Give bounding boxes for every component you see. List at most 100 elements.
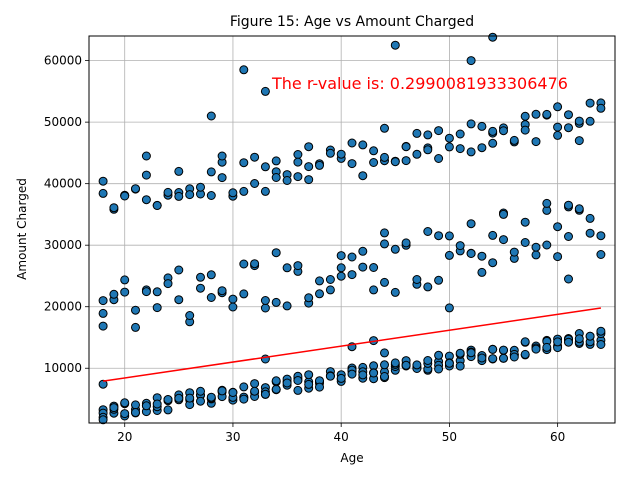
data-point [206, 293, 216, 302]
data-point [455, 129, 465, 139]
data-point [380, 348, 389, 358]
data-point [260, 86, 270, 96]
data-point [336, 373, 346, 383]
data-point [455, 348, 465, 358]
data-point [325, 371, 335, 381]
data-point [434, 126, 444, 136]
data-point [120, 275, 130, 285]
data-point [444, 133, 454, 143]
data-point [206, 392, 216, 402]
data-point [477, 267, 487, 277]
data-point [585, 98, 595, 108]
y-tick-label: 50000 [44, 115, 82, 129]
data-point [206, 191, 216, 200]
data-point [109, 289, 119, 299]
data-point [390, 358, 400, 368]
data-point [390, 40, 400, 50]
data-point [434, 275, 444, 285]
data-point [217, 386, 227, 396]
x-axis-ticks: 20 30 40 50 60 [117, 423, 565, 444]
data-point [141, 195, 151, 205]
data-point [98, 415, 108, 425]
data-point [141, 401, 151, 411]
data-point [466, 147, 476, 157]
data-point [293, 157, 303, 167]
data-point [141, 151, 151, 161]
data-point [423, 145, 433, 155]
data-point [196, 272, 205, 282]
data-point [412, 149, 422, 159]
data-point [380, 277, 389, 287]
data-point [585, 331, 595, 341]
data-point [564, 200, 573, 210]
data-point [152, 201, 162, 210]
data-point [174, 295, 184, 305]
data-point [520, 111, 530, 121]
data-point [260, 186, 270, 196]
data-point [347, 252, 357, 262]
data-point [455, 361, 465, 371]
data-point [315, 160, 324, 170]
data-point [499, 209, 508, 219]
data-point [120, 398, 130, 408]
data-point [260, 303, 270, 313]
data-point [466, 348, 476, 358]
data-point [455, 241, 465, 251]
data-point [358, 140, 368, 150]
data-point [98, 176, 108, 186]
data-point [163, 405, 173, 415]
data-point [260, 296, 270, 305]
data-point [369, 285, 379, 295]
data-point [109, 403, 119, 413]
data-point [260, 389, 270, 399]
data-point [282, 176, 292, 185]
x-tick-label: 40 [334, 430, 349, 444]
data-point [239, 394, 249, 404]
data-point [315, 289, 324, 299]
data-point [271, 173, 281, 182]
data-point [553, 102, 563, 112]
data-point [293, 261, 303, 271]
y-tick-label: 30000 [44, 238, 82, 252]
data-point [304, 293, 314, 303]
data-point [185, 311, 195, 320]
y-tick-label: 60000 [44, 54, 82, 68]
data-point [542, 342, 552, 352]
data-points [98, 32, 606, 425]
data-point [531, 137, 541, 147]
data-point [553, 122, 563, 132]
data-point [596, 326, 606, 336]
x-axis-label: Age [340, 451, 363, 465]
data-point [260, 162, 270, 172]
data-point [293, 172, 303, 182]
data-point [217, 173, 227, 183]
data-point [531, 250, 541, 260]
x-tick-label: 20 [117, 430, 132, 444]
data-point [293, 150, 303, 159]
data-point [250, 259, 260, 269]
data-point [282, 263, 292, 273]
data-point [163, 395, 173, 404]
data-point [542, 240, 552, 250]
data-point [163, 279, 173, 289]
data-point [434, 231, 444, 241]
data-point [434, 364, 444, 374]
data-point [466, 119, 476, 129]
data-point [380, 372, 389, 381]
data-point [574, 334, 584, 344]
data-point [206, 270, 216, 280]
data-point [401, 156, 411, 166]
data-point [206, 167, 216, 177]
data-point [304, 379, 314, 389]
data-point [488, 138, 498, 148]
data-point [239, 259, 249, 269]
data-point [520, 217, 530, 227]
data-point [466, 219, 476, 229]
x-tick-label: 60 [550, 430, 565, 444]
data-point [401, 142, 411, 152]
data-point [120, 287, 130, 297]
data-point [239, 158, 249, 168]
y-axis-ticks: 10000 20000 30000 40000 50000 60000 [44, 54, 89, 375]
data-point [196, 182, 205, 192]
